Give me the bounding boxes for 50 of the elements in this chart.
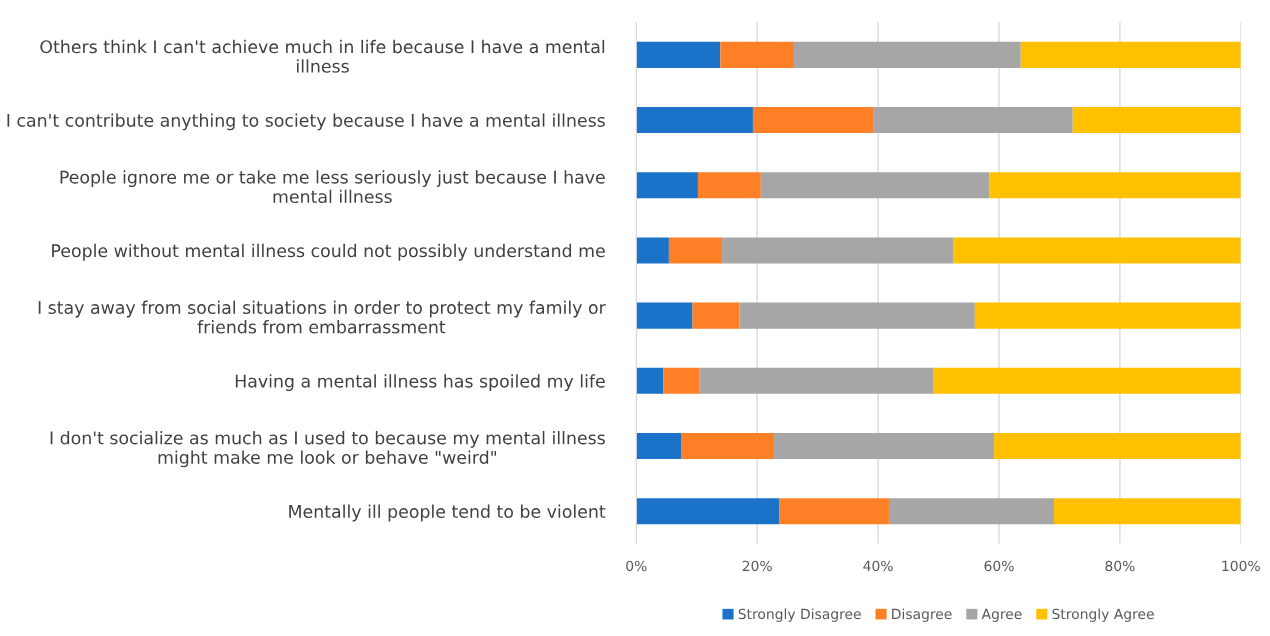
y-tick-label: Mentally ill people tend to be violent <box>289 504 606 522</box>
bar <box>888 498 1054 525</box>
x-tick-label: 40% <box>863 560 893 572</box>
y-tick-label: Having a mental illness has spoiled my life <box>235 374 605 392</box>
bar <box>933 367 1241 394</box>
y-tick-label: People without mental illness could not possibly understand me <box>52 243 605 261</box>
bar <box>636 172 698 199</box>
bar <box>1053 498 1241 525</box>
bar <box>668 237 723 264</box>
bar <box>722 237 954 264</box>
bar <box>636 107 753 134</box>
bar <box>636 498 780 525</box>
y-tick-label: People ignore me or take me less seriously just because I have mental illness <box>60 170 605 204</box>
bar <box>953 237 1241 264</box>
y-tick-label: I don't socialize as much as I used to because my mental illness might make me look or behave "weird" <box>50 431 605 468</box>
legend-label: Disagree <box>892 608 952 622</box>
bar <box>760 172 990 199</box>
x-tick-label: 60% <box>984 560 1014 572</box>
bar <box>636 367 664 394</box>
bar <box>989 172 1241 199</box>
y-tick-label: Others think I can't achieve much in life because I have a mental illness <box>40 39 605 73</box>
bar <box>663 367 700 394</box>
bar <box>636 302 693 329</box>
bar <box>636 237 669 264</box>
x-tick-label: 100% <box>1222 560 1260 572</box>
bar <box>681 432 775 460</box>
bar <box>636 41 721 68</box>
legend-label: Strongly Agree <box>1052 608 1154 622</box>
legend-label: Agree <box>981 608 1022 622</box>
bar <box>779 498 889 525</box>
bar <box>692 302 740 329</box>
bar <box>873 107 1073 134</box>
bar <box>720 41 795 68</box>
bar <box>699 367 934 394</box>
bar <box>994 432 1241 460</box>
bar <box>1072 107 1241 134</box>
bar <box>752 107 874 134</box>
bar <box>697 172 761 199</box>
bar <box>739 302 975 329</box>
bar <box>636 432 681 460</box>
y-tick-label: I stay away from social situations in order to protect my family or friends from embarrassment <box>38 300 606 334</box>
bar <box>774 432 995 460</box>
bar <box>974 302 1241 329</box>
bar <box>1020 41 1241 68</box>
x-tick-label: 80% <box>1105 560 1135 572</box>
x-tick-label: 0% <box>626 560 647 572</box>
x-tick-label: 20% <box>742 560 772 572</box>
y-tick-label: I can't contribute anything to society because I have a mental illness <box>7 113 605 131</box>
bar <box>794 41 1021 68</box>
legend-label: Strongly Disagree <box>738 608 861 622</box>
